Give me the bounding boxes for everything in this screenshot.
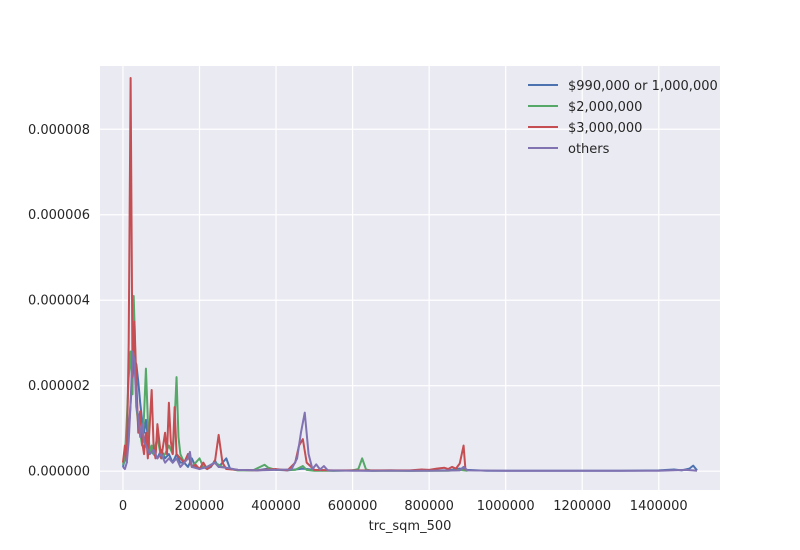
x-tick-label: 800000 [404, 499, 454, 514]
legend-entry: others [528, 142, 610, 157]
y-axis-tick-labels: 0.000000 0.000002 0.000004 0.000006 0.000008 [28, 123, 90, 480]
series-line [122, 350, 698, 472]
legend-label: $990,000 or 1,000,000 [568, 79, 718, 94]
x-tick-label: 600000 [328, 499, 378, 514]
legend-entry: $2,000,000 [528, 100, 642, 115]
x-tick-label: 1400000 [630, 499, 688, 514]
x-tick-label: 1000000 [477, 499, 535, 514]
y-tick-label: 0.000002 [28, 379, 90, 394]
legend-entry: $990,000 or 1,000,000 [528, 79, 718, 94]
grid [100, 66, 720, 490]
legend: $990,000 or 1,000,000 $2,000,000 $3,000,00… [528, 79, 718, 157]
x-axis-label: trc_sqm_500 [369, 519, 452, 534]
y-tick-label: 0.000006 [28, 208, 90, 223]
y-tick-label: 0.000000 [28, 465, 90, 480]
x-tick-label: 0 [119, 499, 127, 514]
x-tick-label: 1200000 [553, 499, 611, 514]
legend-label: $3,000,000 [568, 121, 642, 136]
plot-area-background [100, 66, 720, 490]
legend-label: others [568, 142, 610, 157]
series-lines [121, 76, 698, 472]
x-tick-label: 200000 [175, 499, 225, 514]
x-tick-label: 400000 [251, 499, 301, 514]
legend-entry: $3,000,000 [528, 121, 642, 136]
legend-label: $2,000,000 [568, 100, 642, 115]
y-tick-label: 0.000008 [28, 123, 90, 138]
y-tick-label: 0.000004 [28, 294, 90, 309]
x-axis-tick-labels: 0 200000 400000 600000 800000 1000000 1200000 1… [119, 499, 688, 514]
